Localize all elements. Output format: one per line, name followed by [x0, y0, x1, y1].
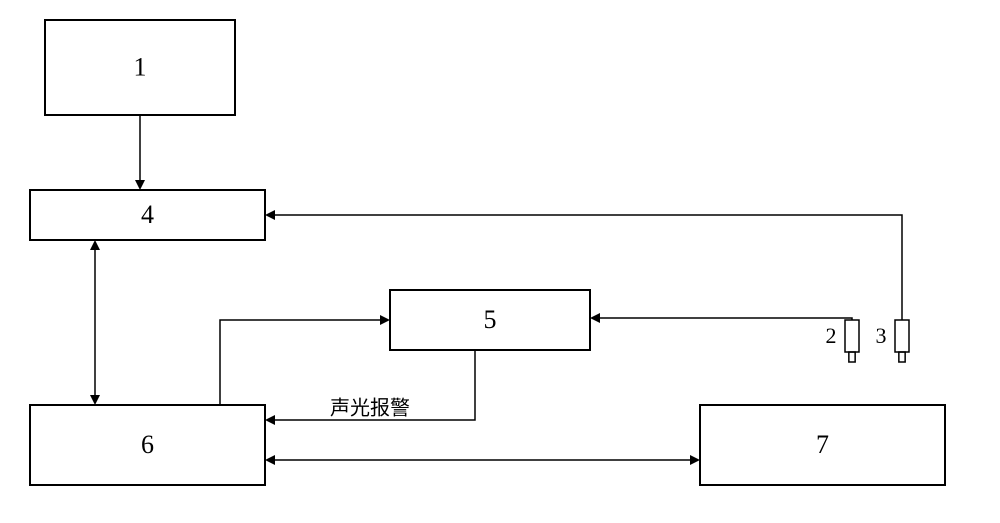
node-label-n6: 6 [141, 430, 154, 459]
sensor-label-s2: 2 [826, 323, 837, 348]
annotation-alarm: 声光报警 [330, 397, 410, 420]
edge-e2_5 [590, 313, 852, 323]
arrowhead [590, 313, 600, 323]
node-label-n4: 4 [141, 200, 154, 229]
sensor-s2 [845, 320, 859, 352]
arrowhead [265, 415, 275, 425]
node-label-n1: 1 [134, 52, 147, 81]
edge-e6_7_bi [265, 455, 700, 465]
edge-e3_4 [265, 210, 902, 320]
arrowhead [265, 210, 275, 220]
edge-e4_6_bi [90, 240, 100, 405]
arrowhead [265, 455, 275, 465]
sensor-tip-s2 [849, 352, 855, 362]
edge-e1_4 [135, 115, 145, 190]
node-label-n5: 5 [484, 305, 497, 334]
edge-line-e6_5 [220, 320, 380, 405]
node-label-n7: 7 [816, 430, 829, 459]
edge-e6_5 [220, 315, 390, 405]
sensor-tip-s3 [899, 352, 905, 362]
arrowhead [380, 315, 390, 325]
arrowhead [690, 455, 700, 465]
arrowhead [90, 240, 100, 250]
sensor-label-s3: 3 [876, 323, 887, 348]
edge-line-e3_4 [275, 215, 902, 320]
edge-line-e2_5 [600, 318, 852, 320]
arrowhead [135, 180, 145, 190]
arrowhead [90, 395, 100, 405]
sensor-s3 [895, 320, 909, 352]
